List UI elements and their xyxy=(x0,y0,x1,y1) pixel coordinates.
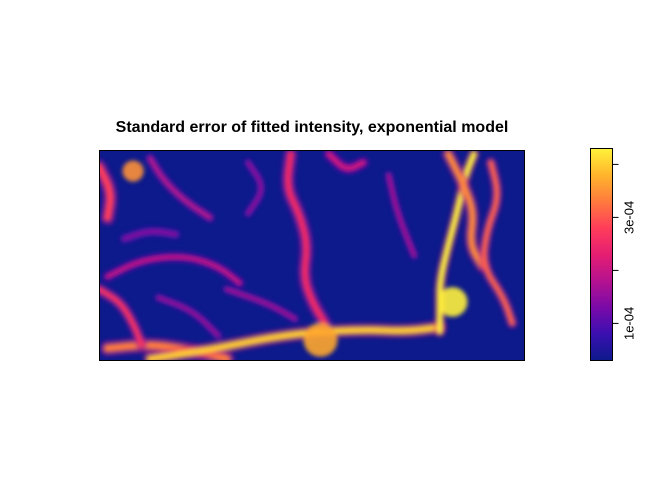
heat-ridge xyxy=(481,160,515,326)
heat-ridge xyxy=(246,160,263,216)
heat-blob xyxy=(437,287,468,317)
heat-ridge xyxy=(105,254,242,286)
plot-frame xyxy=(99,150,525,361)
heat-ridge xyxy=(147,156,213,220)
heat-ridge xyxy=(437,151,477,335)
heatmap-field xyxy=(99,150,525,361)
colorbar-tick-label: 1e-04 xyxy=(622,307,637,340)
heat-ridge xyxy=(224,287,298,321)
heat-blob xyxy=(122,160,144,182)
heat-ridge xyxy=(99,286,145,347)
colorbar-tick-label: 3e-04 xyxy=(622,201,637,234)
heat-ridge xyxy=(445,151,486,270)
heat-ridge xyxy=(103,341,231,361)
heat-ridge xyxy=(386,173,417,258)
heat-blob xyxy=(303,323,338,357)
colorbar: 1e-04 3e-04 xyxy=(590,148,637,361)
colorbar-strip xyxy=(590,148,613,361)
heat-ridge xyxy=(122,229,179,242)
heat-ridge xyxy=(284,150,329,327)
plot-title: Standard error of fitted intensity, expo… xyxy=(115,119,509,136)
heat-ridge xyxy=(326,151,366,172)
heat-ridge xyxy=(156,295,221,338)
heat-ridge xyxy=(99,163,114,222)
